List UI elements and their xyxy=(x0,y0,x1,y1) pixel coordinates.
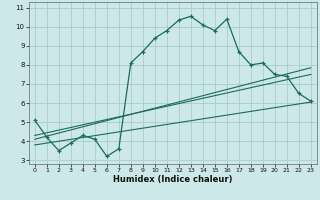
X-axis label: Humidex (Indice chaleur): Humidex (Indice chaleur) xyxy=(113,175,233,184)
